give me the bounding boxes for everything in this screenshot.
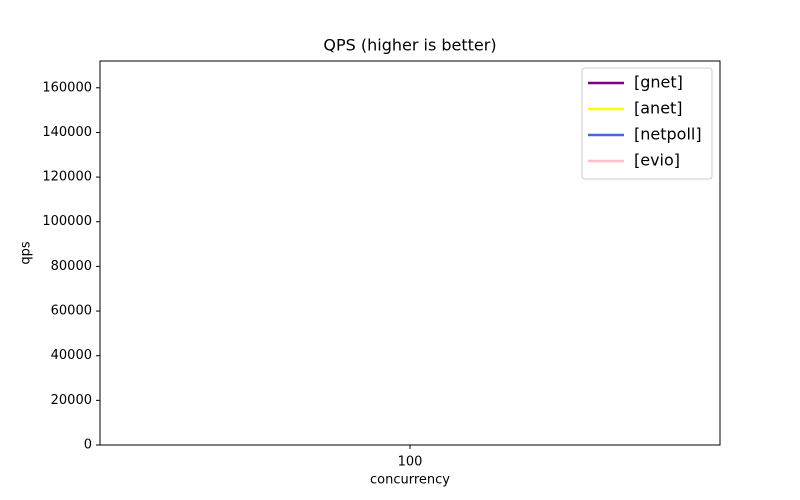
y-axis-label: qps	[19, 241, 34, 265]
legend-box	[581, 67, 713, 180]
legend-label: [netpoll]	[634, 125, 702, 144]
y-tick-label: 140000	[42, 125, 92, 140]
y-tick-label: 160000	[42, 80, 92, 95]
legend-label: [evio]	[634, 151, 680, 170]
x-tick-label: 100	[398, 455, 423, 470]
x-axis-label: concurrency	[370, 473, 450, 488]
chart-title: QPS (higher is better)	[323, 36, 496, 55]
y-tick-label: 60000	[51, 304, 92, 319]
legend-label: [gnet]	[634, 73, 683, 92]
y-tick-label: 80000	[51, 259, 92, 274]
y-tick-label: 20000	[51, 393, 92, 408]
y-tick-label: 120000	[42, 170, 92, 185]
y-tick-label: 0	[84, 438, 92, 453]
legend-label: [anet]	[634, 99, 683, 118]
y-tick-label: 40000	[51, 348, 92, 363]
y-tick-label: 100000	[42, 214, 92, 229]
